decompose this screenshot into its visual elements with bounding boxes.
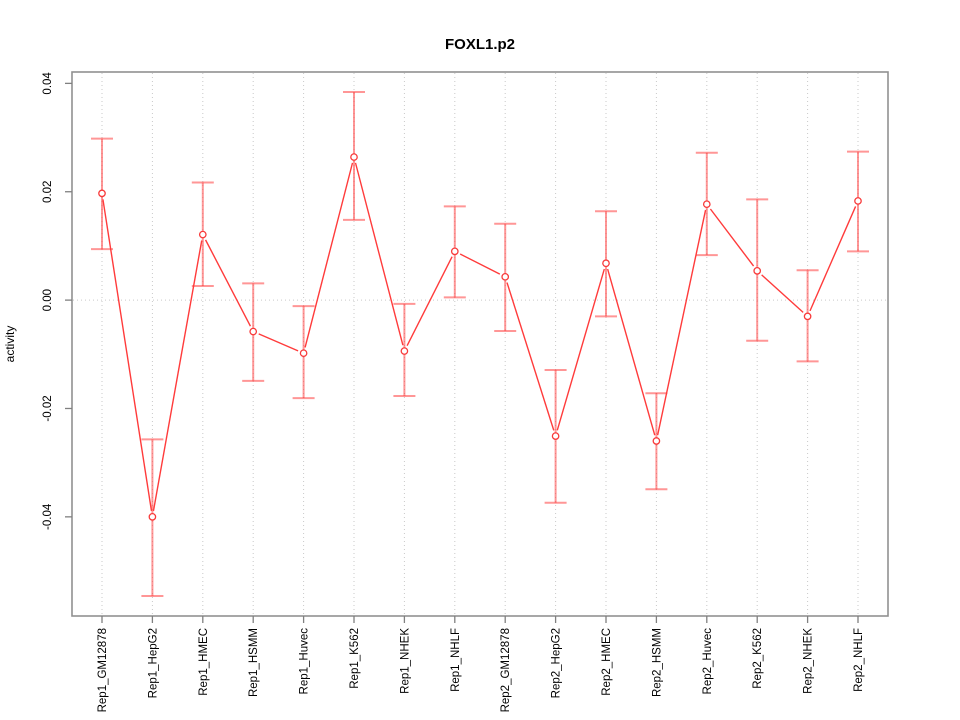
x-tick-label: Rep1_HepG2 <box>147 628 159 698</box>
series-segment <box>459 253 501 275</box>
series-segment <box>506 282 555 431</box>
x-tick-label: Rep2_HMEC <box>601 628 613 696</box>
data-point <box>148 512 157 521</box>
data-point <box>753 267 762 275</box>
plot-border <box>71 71 889 617</box>
series-segment <box>606 268 656 436</box>
x-tick-label: Rep1_NHLF <box>450 628 462 692</box>
series-segment <box>258 333 299 352</box>
x-tick-label: Rep2_NHLF <box>853 628 865 692</box>
series-segment <box>102 199 153 512</box>
y-tick-label: 0.02 <box>42 181 54 203</box>
x-tick-label: Rep1_K562 <box>349 628 361 689</box>
y-tick-label: -0.02 <box>42 395 54 421</box>
x-tick-label: Rep2_GM12878 <box>500 628 512 712</box>
y-tick-label: 0.04 <box>42 72 54 95</box>
data-point <box>602 259 610 268</box>
y-tick-label: -0.04 <box>42 503 54 530</box>
series-segment <box>406 256 453 347</box>
data-point <box>98 189 106 198</box>
data-point <box>299 349 308 358</box>
series-segment <box>152 240 203 512</box>
data-point <box>501 272 510 281</box>
x-tick-label: Rep2_NHEK <box>803 628 815 694</box>
data-point <box>803 312 812 321</box>
data-point <box>702 200 711 209</box>
series-segment <box>204 239 252 327</box>
series-segment <box>709 208 755 267</box>
data-point <box>400 347 409 355</box>
x-tick-label: Rep1_NHEK <box>399 628 411 694</box>
x-tick-label: Rep2_HSMM <box>651 628 663 697</box>
x-tick-label: Rep1_HSMM <box>248 628 260 697</box>
data-point <box>450 247 459 256</box>
data-point <box>198 230 207 239</box>
data-point <box>350 153 358 161</box>
x-tick-label: Rep2_Huvec <box>702 628 714 695</box>
data-point <box>652 437 661 445</box>
chart-title: FOXL1.p2 <box>444 36 515 53</box>
series-segment <box>556 268 605 431</box>
series-segment <box>809 206 857 312</box>
x-tick-label: Rep1_Huvec <box>299 628 311 695</box>
series-segment <box>354 162 404 346</box>
series-segment <box>304 162 354 348</box>
x-tick-label: Rep2_K562 <box>752 628 764 689</box>
data-point <box>551 432 560 440</box>
x-tick-label: Rep2_HepG2 <box>551 628 563 698</box>
series-segment <box>656 209 707 436</box>
y-tick-label: 0.00 <box>42 289 54 311</box>
y-axis-label: activity <box>3 325 17 363</box>
data-point <box>854 197 862 205</box>
x-tick-label: Rep1_GM12878 <box>97 628 109 712</box>
data-point <box>249 327 258 336</box>
series-segment <box>761 274 804 313</box>
x-tick-label: Rep1_HMEC <box>198 628 210 696</box>
